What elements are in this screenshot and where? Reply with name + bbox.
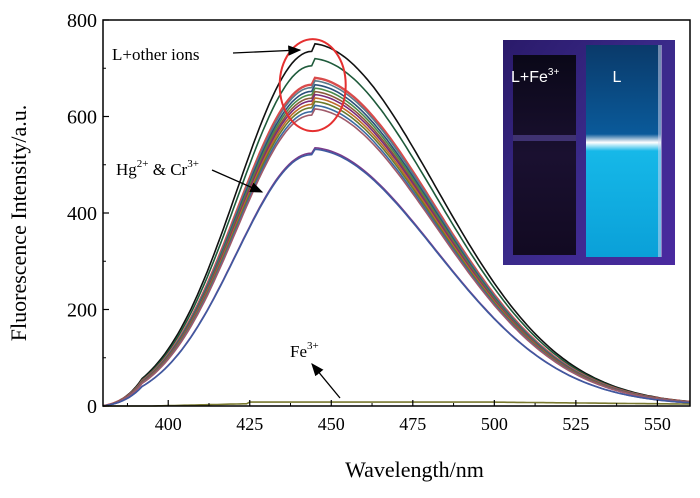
x-tick-label: 525 — [562, 414, 589, 434]
x-tick-label: 425 — [236, 414, 263, 434]
spectrum-curve-12 — [102, 108, 691, 407]
x-tick-label: 475 — [399, 414, 426, 434]
annotation-other-ions-arrow — [232, 45, 302, 56]
spectrum-curve-15 — [103, 401, 691, 407]
inset-cuvette-right — [586, 45, 661, 257]
inset-cuvette-left-meniscus — [513, 135, 576, 141]
annotation-other-ions: L+other ions — [112, 45, 200, 64]
x-axis-label: Wavelength/nm — [345, 457, 484, 482]
y-tick-label: 200 — [67, 300, 97, 322]
y-tick-label: 400 — [67, 203, 97, 225]
spectrum-curve-2 — [102, 57, 691, 407]
x-tick-label: 500 — [481, 414, 508, 434]
x-tick-label: 550 — [644, 414, 671, 434]
annotation-hg-cr-arrow — [211, 169, 264, 193]
x-tick-label: 450 — [318, 414, 345, 434]
inset-label-right: L — [613, 69, 622, 86]
y-tick-label: 0 — [87, 396, 97, 418]
annotation-fe: Fe3+ — [290, 340, 319, 361]
inset-cuvette-left — [513, 55, 576, 255]
peak-highlight-ellipse — [278, 38, 347, 133]
inset-cuvette-right-edge — [658, 45, 662, 257]
y-tick-label: 600 — [67, 107, 97, 129]
spectrum-curve-1 — [102, 42, 691, 407]
y-tick-label: 800 — [67, 10, 97, 32]
inset-label-left: L+Fe3+ — [511, 67, 559, 86]
annotation-fe-arrow — [311, 362, 341, 399]
spectrum-curve-14 — [102, 148, 691, 407]
annotation-hg-cr: Hg2+ & Cr3+ — [116, 158, 199, 179]
x-tick-label: 400 — [155, 414, 182, 434]
y-axis-label: Fluorescence Intensity/a.u. — [6, 105, 31, 341]
